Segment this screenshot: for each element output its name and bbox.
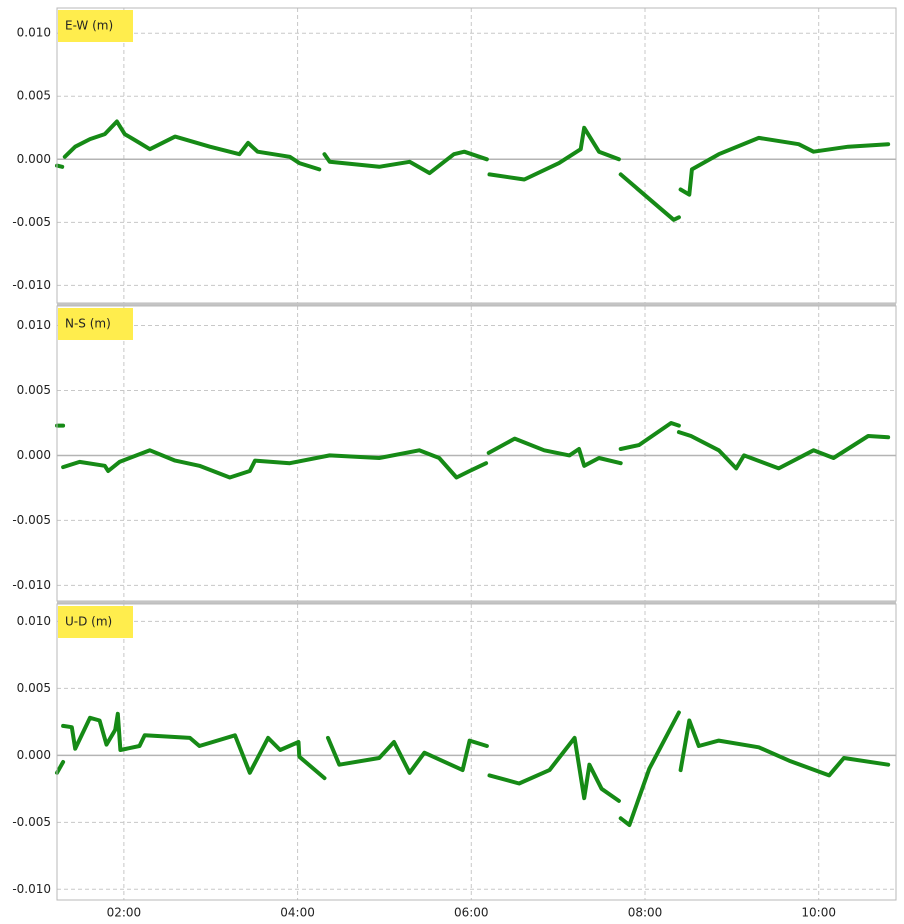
x-tick-label: 02:00 bbox=[107, 906, 142, 920]
y-tick-label: 0.010 bbox=[17, 318, 51, 332]
chart-title: N-S (m) bbox=[65, 317, 111, 331]
y-tick-label: 0.000 bbox=[17, 152, 51, 166]
y-tick-label: -0.010 bbox=[12, 882, 51, 896]
y-tick-label: 0.010 bbox=[17, 614, 51, 628]
data-line bbox=[55, 421, 891, 480]
y-tick-label: -0.005 bbox=[12, 513, 51, 527]
frame bbox=[56, 603, 897, 901]
chart-title: U-D (m) bbox=[65, 615, 112, 629]
y-tick-label: -0.010 bbox=[12, 578, 51, 592]
y-tick-label: 0.005 bbox=[17, 681, 51, 695]
y-tick-label: 0.000 bbox=[17, 748, 51, 762]
y-tick-label: 0.005 bbox=[17, 89, 51, 103]
x-tick-label: 08:00 bbox=[628, 906, 663, 920]
y-tick-label: 0.000 bbox=[17, 448, 51, 462]
chart-title: E-W (m) bbox=[65, 19, 113, 33]
frame bbox=[56, 305, 897, 602]
x-tick-label: 04:00 bbox=[280, 906, 315, 920]
y-tick-label: 0.005 bbox=[17, 383, 51, 397]
x-tick-label: 06:00 bbox=[454, 906, 489, 920]
y-tick-label: -0.005 bbox=[12, 215, 51, 229]
title-box bbox=[58, 606, 133, 638]
data-line bbox=[55, 119, 891, 222]
x-tick-label: 10:00 bbox=[801, 906, 836, 920]
y-tick-label: 0.010 bbox=[17, 26, 51, 40]
title-box bbox=[58, 308, 133, 340]
data-line bbox=[55, 710, 891, 827]
title-box bbox=[58, 10, 133, 42]
y-tick-label: -0.005 bbox=[12, 815, 51, 829]
y-tick-label: -0.010 bbox=[12, 278, 51, 292]
